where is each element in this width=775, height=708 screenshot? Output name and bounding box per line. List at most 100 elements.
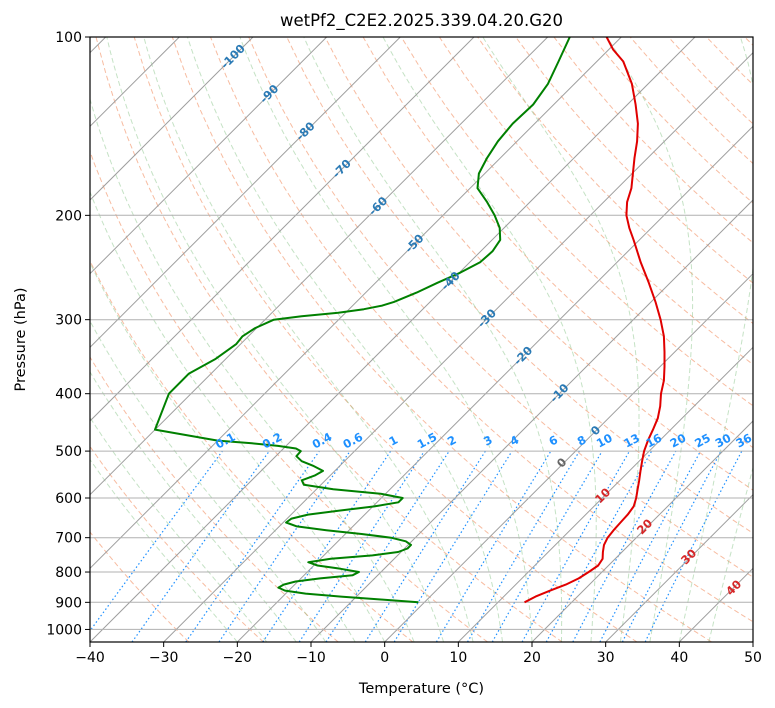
y-tick-label: 800 (55, 565, 82, 581)
dry-adiabat-line (90, 356, 339, 642)
mixing-ratio-line (185, 450, 320, 642)
mixing-ratio-label: 0.1 (213, 430, 238, 452)
dry-adiabat-line (90, 259, 414, 642)
y-axis: 100 200 300 400 500 600 700 800 900 1000 (46, 30, 90, 638)
mixing-ratio-label: 13 (621, 431, 642, 451)
x-tick-label: 0 (380, 650, 389, 666)
y-tick-label: 900 (55, 595, 82, 611)
y-tick-label: 700 (55, 531, 82, 547)
y-tick-label: 500 (55, 444, 82, 460)
mixing-ratio-label: 3 (481, 432, 495, 448)
dry-adiabat-line (90, 531, 190, 642)
mixing-ratio-line (644, 450, 743, 642)
moist-adiabat-line (106, 37, 445, 642)
x-tick-label: −10 (296, 650, 326, 666)
data-series (154, 37, 666, 604)
mixing-ratio-label: 16 (643, 431, 664, 451)
isotherm-line (531, 420, 753, 642)
isotherm-line (90, 37, 622, 570)
mixing-ratio-label: 6 (546, 432, 560, 448)
mixing-ratio-line (90, 450, 223, 632)
isotherm-line (90, 37, 549, 496)
mixing-ratio-label: 10 (594, 431, 615, 451)
mixing-ratio-label: 36 (733, 431, 754, 451)
moist-adiabat-line (482, 37, 640, 642)
y-tick-label: 600 (55, 491, 82, 507)
dry-adiabat-line (400, 37, 753, 407)
x-tick-label: 50 (744, 650, 762, 666)
moist-adiabat-line (90, 320, 327, 642)
mixing-ratio-label: 20 (668, 431, 689, 451)
dry-adiabat-line (515, 37, 753, 284)
moist-adiabat-line (606, 37, 694, 642)
y-tick-label: 300 (55, 313, 82, 329)
mixing-ratio-line (218, 450, 351, 642)
moist-adiabat-line (239, 37, 533, 642)
isotherm-line (90, 37, 254, 201)
moist-adiabat-line (187, 37, 503, 642)
dry-adiabat-line (362, 37, 753, 449)
isotherm-line (163, 51, 753, 642)
moist-adiabat-line (678, 37, 753, 642)
y-tick-label: 100 (55, 30, 82, 46)
x-tick-label: −20 (223, 650, 253, 666)
mixing-ratio-line (572, 450, 677, 642)
dry-adiabat-label: 20 (634, 516, 655, 537)
mixing-ratio-line (325, 450, 450, 642)
moist-adiabat-line (90, 416, 268, 642)
y-tick-label: 400 (55, 387, 82, 403)
mixing-ratio-line (298, 450, 425, 642)
mixing-ratio-line (131, 450, 270, 642)
x-tick-label: 30 (597, 650, 615, 666)
x-tick-label: 10 (449, 650, 467, 666)
isotherm-line (236, 125, 753, 642)
mixing-ratio-label: 4 (508, 432, 522, 448)
chart-title: wetPf2_C2E2.2025.339.04.20.G20 (280, 11, 563, 31)
mixing-ratio-line (521, 450, 631, 642)
mixing-ratio-line (262, 450, 392, 642)
isotherm-line (90, 37, 401, 349)
background-lines (90, 37, 753, 642)
dewpoint-series-line (154, 37, 571, 604)
dry-adiabat-line (706, 37, 753, 86)
x-tick-label: 20 (523, 650, 541, 666)
mixing-ratio-label: 2 (445, 432, 459, 448)
moist-adiabat-line (143, 37, 474, 642)
isotherm-line (457, 346, 753, 642)
temperature-series-line (524, 37, 666, 604)
isotherm-line (752, 641, 753, 642)
mixing-ratio-label: 1 (386, 432, 400, 448)
dry-adiabat-line (90, 445, 264, 642)
moist-adiabat-line (90, 261, 356, 642)
dry-adiabat-line (324, 37, 753, 491)
mixing-ratio-label: 25 (692, 431, 713, 451)
moist-adiabat-line (90, 458, 238, 642)
mixing-ratio-label: 30 (713, 431, 734, 451)
x-axis: −40 −30 −20 −10 0 10 20 30 40 50 (75, 642, 762, 666)
isotherm-line (90, 37, 475, 422)
y-axis-label: Pressure (hPa) (13, 287, 29, 391)
mixing-ratio-line (545, 450, 653, 642)
dry-adiabat-line (90, 150, 488, 642)
mixing-ratio-line (599, 450, 702, 642)
x-axis-label: Temperature (°C) (358, 681, 484, 697)
x-tick-label: −30 (149, 650, 179, 666)
isotherm-line (605, 493, 753, 642)
mixing-ratio-label: 0.6 (340, 430, 365, 452)
dry-adiabat-label: 30 (678, 546, 699, 567)
moist-adiabat-line (303, 37, 563, 642)
isotherm-line (310, 199, 753, 642)
plot-frame (89, 36, 754, 643)
dry-adiabat-line (133, 37, 638, 642)
x-tick-label: 40 (670, 650, 688, 666)
dry-adiabat-line (438, 37, 753, 366)
moist-adiabat-line (708, 465, 753, 642)
dry-adiabat-line (744, 37, 753, 46)
mixing-ratio-label: 0.2 (260, 430, 285, 452)
y-tick-label: 200 (55, 208, 82, 224)
dry-adiabat-line (171, 37, 712, 642)
dry-adiabat-line (248, 37, 753, 578)
isotherm-zero-label: 0 (554, 455, 570, 471)
mixing-ratio-line (393, 450, 513, 642)
isotherm-line (90, 37, 696, 642)
